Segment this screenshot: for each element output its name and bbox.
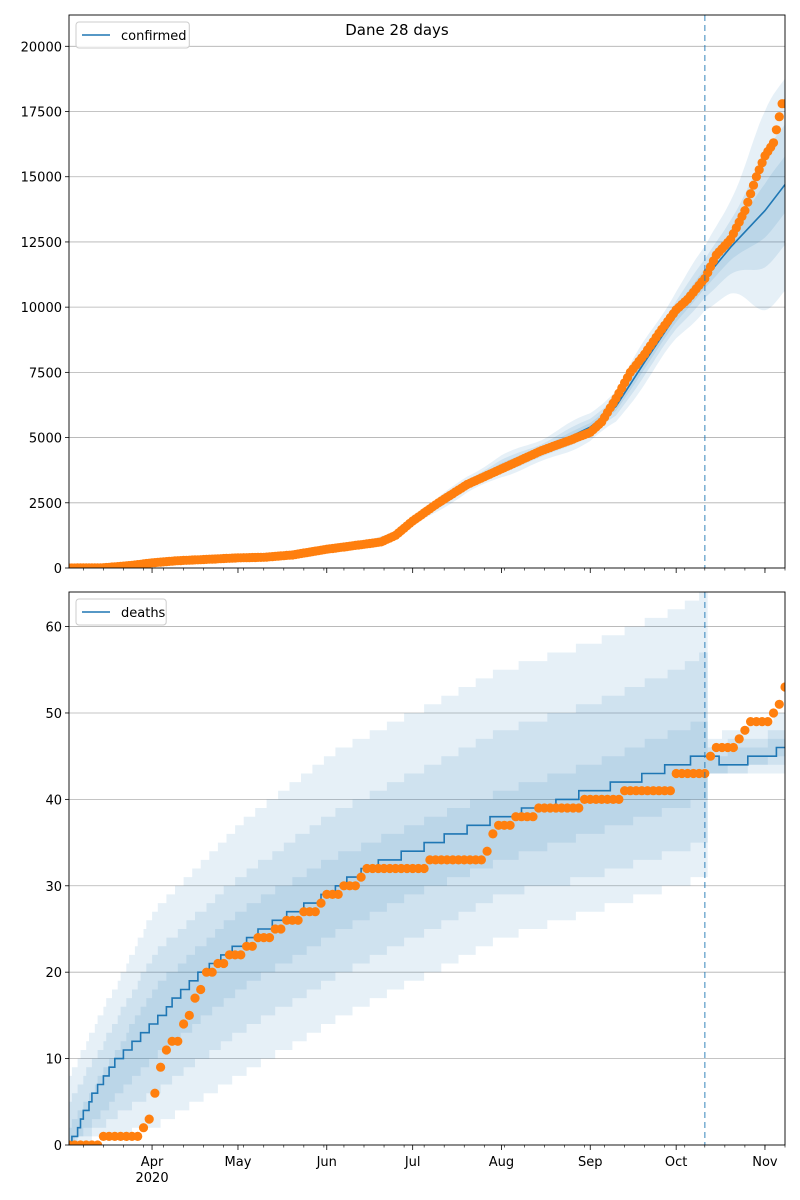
y-tick-label: 40 [45, 793, 62, 808]
axes-frame [68, 591, 786, 1146]
x-tick-label: Nov [752, 1155, 778, 1170]
observed-point [350, 881, 360, 891]
observed-point [528, 812, 538, 822]
observed-point [482, 846, 492, 856]
confirmed-panel: 0 2500 5000 7500 10000 12500 15000 17500 20000 co… [21, 14, 786, 577]
legend-box [75, 598, 167, 626]
observed-point [780, 682, 785, 692]
legend-box [75, 21, 190, 49]
y-tick-label: 7500 [29, 366, 62, 381]
x-tick-label: Oct [665, 1155, 687, 1170]
observed-point [574, 803, 584, 813]
observed-point [144, 1114, 154, 1124]
y-tick-label: 10 [45, 1053, 62, 1068]
observed-point [333, 889, 343, 900]
observed-point [184, 1010, 194, 1021]
observed-point [763, 717, 773, 727]
observed-point [768, 138, 779, 148]
observed-point [728, 742, 739, 753]
confidence-band [69, 124, 785, 568]
observed-point [771, 125, 782, 135]
observed-point [754, 165, 764, 175]
y-tick-label: 0 [54, 562, 62, 577]
observed-point [419, 863, 429, 874]
y-tick-label: 10000 [21, 301, 62, 316]
observed-point [179, 1019, 189, 1029]
observed-point [190, 993, 200, 1003]
legend: deaths [75, 598, 167, 626]
y-tick-label: 2500 [29, 497, 62, 512]
observed-point [293, 915, 303, 925]
observed-point [740, 725, 750, 735]
y-tick-label: 15000 [21, 171, 62, 186]
x-tick-label: Apr [141, 1155, 164, 1170]
confidence-band [69, 652, 785, 1145]
plot-area [69, 592, 785, 1145]
y-tick-label: 5000 [29, 432, 62, 447]
observed-point [768, 708, 779, 718]
observed-point [247, 941, 257, 951]
legend: confirmed [75, 21, 190, 49]
x-tick-label: Jul [404, 1155, 421, 1170]
observed-point [310, 907, 320, 917]
y-tick-label: 12500 [21, 236, 62, 251]
observed-point [316, 898, 326, 908]
observed-point [196, 984, 206, 995]
y-tick-label: 20000 [21, 40, 62, 55]
observed-point [161, 1045, 171, 1055]
y-tick-label: 17500 [21, 106, 62, 121]
x-tick-label: Aug [489, 1155, 514, 1170]
y-tick-label: 30 [45, 880, 62, 895]
x-tick-sublabel: 2020 [136, 1171, 169, 1186]
x-tick-label: Jun [316, 1155, 337, 1170]
observed-point [505, 820, 515, 830]
observed-point [757, 158, 767, 168]
observed-point [150, 1088, 160, 1098]
observed-point [743, 197, 753, 207]
legend-label: confirmed [121, 29, 187, 44]
x-tick-label: Sep [578, 1155, 603, 1170]
observed-point [276, 924, 286, 934]
observed-point [488, 829, 498, 839]
observed-point [614, 794, 624, 805]
model-line [69, 746, 785, 1145]
observed-point [774, 112, 784, 122]
x-tick-label: May [225, 1155, 252, 1170]
confidence-band [69, 721, 785, 1145]
observed-point [207, 967, 217, 977]
axes-frame [68, 14, 786, 569]
observed-point [476, 855, 486, 865]
observed-point [746, 189, 756, 199]
observed-point [236, 950, 246, 960]
observed-point [138, 1123, 149, 1133]
y-tick-label: 0 [54, 1139, 62, 1154]
observed-point [173, 1036, 183, 1046]
observed-point [774, 699, 784, 709]
observed-point [748, 180, 759, 190]
observed-point [219, 958, 229, 969]
chart-title: Dane 28 days [345, 21, 449, 39]
observed-point [740, 206, 750, 216]
observed-point [780, 99, 785, 109]
observed-point [133, 1131, 143, 1141]
observed-point [356, 872, 366, 882]
y-tick-label: 20 [45, 966, 62, 981]
observed-point [665, 786, 676, 796]
observed-point [751, 172, 762, 182]
legend-label: deaths [121, 606, 166, 621]
observed-point [156, 1062, 166, 1072]
observed-point [705, 751, 716, 761]
y-tick-label: 60 [45, 621, 62, 636]
observed-point [734, 734, 744, 744]
observed-point [93, 1140, 103, 1145]
plot-area [69, 78, 785, 568]
y-tick-label: 50 [45, 707, 62, 722]
observed-point [264, 933, 275, 943]
